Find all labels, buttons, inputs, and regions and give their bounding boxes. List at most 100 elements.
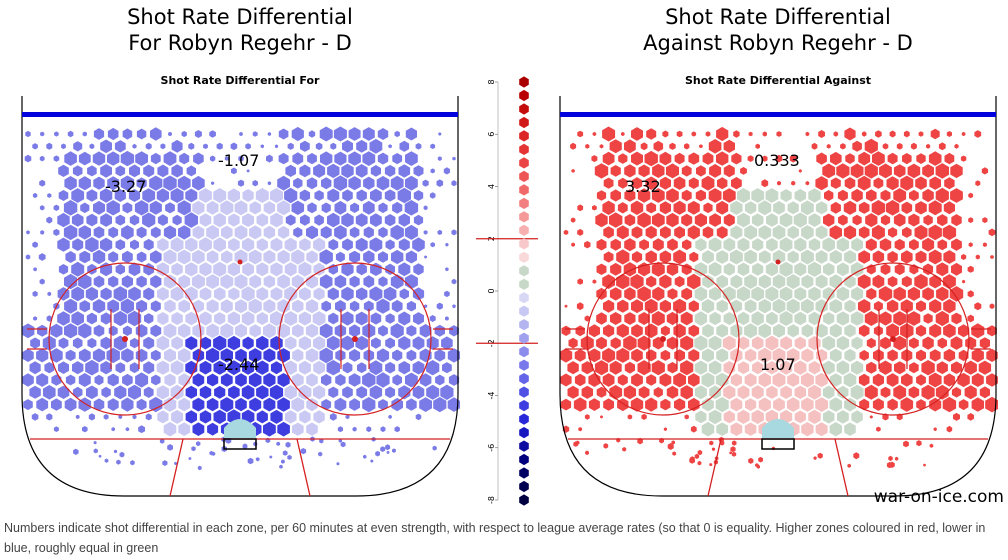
- heat-hex: [143, 238, 154, 251]
- heat-hex: [929, 349, 941, 362]
- heat-hex: [390, 175, 404, 191]
- heat-hex: [844, 422, 856, 436]
- heat-hex: [196, 441, 201, 447]
- heat-hex: [413, 263, 424, 276]
- heat-hex: [961, 254, 967, 260]
- heat-hex: [356, 139, 368, 153]
- heat-hex: [199, 188, 212, 203]
- heat-hex: [25, 254, 31, 260]
- heat-hex: [943, 373, 956, 387]
- heat-hex: [772, 274, 786, 289]
- heat-hex: [342, 386, 353, 399]
- heat-hex: [235, 348, 247, 363]
- heat-hex: [681, 189, 692, 202]
- heat-hex: [694, 286, 708, 302]
- heat-hex: [585, 143, 590, 149]
- rink-heatmap-for: -3.27 -1.07 -2.44: [21, 96, 460, 497]
- heat-hex: [709, 440, 714, 446]
- heat-hex: [241, 385, 255, 400]
- heat-hex: [221, 250, 233, 264]
- heat-hex: [57, 311, 70, 326]
- heat-hex: [843, 200, 857, 215]
- heat-hex: [967, 314, 974, 323]
- heat-hex: [108, 325, 118, 336]
- heat-hex: [915, 324, 927, 337]
- heat-hex: [751, 188, 765, 203]
- heat-hex: [248, 298, 262, 314]
- heat-hex: [840, 143, 846, 150]
- heat-hex: [935, 187, 949, 204]
- heat-hex: [398, 238, 410, 251]
- heat-hex: [801, 200, 814, 216]
- heat-hex: [822, 410, 835, 424]
- heat-hex: [341, 262, 354, 277]
- heat-hex: [291, 274, 304, 289]
- heat-hex: [64, 298, 78, 314]
- heat-hex: [363, 275, 375, 288]
- heat-hex: [844, 127, 856, 141]
- heat-hex: [690, 425, 697, 433]
- heat-hex: [616, 347, 630, 363]
- heat-hex: [646, 128, 657, 140]
- heat-hex: [584, 241, 591, 249]
- heat-hex: [269, 455, 273, 459]
- heat-hex: [321, 202, 331, 214]
- heat-hex: [149, 200, 162, 215]
- heat-hex: [674, 349, 685, 362]
- heat-hex: [943, 250, 956, 264]
- heat-hex: [86, 213, 98, 227]
- legend-swatch: [519, 170, 529, 182]
- heat-hex: [38, 253, 46, 261]
- heat-hex: [730, 446, 736, 453]
- heat-hex: [900, 175, 914, 191]
- heat-hex: [136, 226, 147, 239]
- heat-hex: [747, 155, 754, 162]
- heat-hex: [263, 372, 276, 388]
- heat-hex: [284, 360, 297, 375]
- heat-hex: [659, 201, 671, 215]
- heat-hex: [72, 165, 83, 177]
- heat-hex: [908, 386, 920, 399]
- heat-hex: [929, 176, 941, 190]
- heat-hex: [318, 451, 323, 457]
- heat-hex: [908, 213, 920, 227]
- heat-hex: [193, 152, 204, 165]
- heat-hex: [40, 230, 45, 235]
- heat-hex: [58, 264, 69, 275]
- heat-hex: [235, 323, 247, 338]
- heat-hex: [596, 190, 607, 201]
- heat-hex: [415, 413, 422, 421]
- heat-hex: [188, 142, 195, 150]
- heat-hex: [773, 201, 785, 215]
- heat-hex: [129, 214, 140, 226]
- heat-hex: [617, 299, 629, 313]
- heat-hex: [43, 385, 56, 400]
- heat-hex: [666, 212, 679, 228]
- heat-hex: [688, 397, 700, 412]
- heat-hex: [32, 143, 38, 150]
- heat-hex: [78, 273, 92, 290]
- heat-hex: [616, 273, 630, 290]
- heat-hex: [823, 262, 835, 276]
- heat-hex: [263, 323, 276, 339]
- heat-hex: [829, 299, 843, 314]
- heat-hex: [413, 165, 424, 177]
- heat-hex: [887, 152, 898, 165]
- heat-hex: [813, 456, 817, 460]
- heat-hex: [406, 325, 417, 337]
- heat-hex: [702, 226, 714, 239]
- heat-hex: [293, 227, 303, 238]
- heat-hex: [326, 335, 340, 351]
- heat-hex: [429, 315, 436, 322]
- heat-hex: [255, 188, 269, 203]
- heat-hex: [438, 132, 442, 136]
- heat-hex: [366, 426, 372, 433]
- heat-hex: [163, 421, 177, 437]
- heat-hex: [270, 336, 283, 351]
- heat-hex: [135, 324, 148, 338]
- heat-hex: [185, 188, 198, 203]
- heat-hex: [645, 225, 657, 239]
- heat-hex: [150, 250, 162, 264]
- legend-tick-label: 0: [487, 288, 496, 293]
- heat-hex: [192, 175, 205, 191]
